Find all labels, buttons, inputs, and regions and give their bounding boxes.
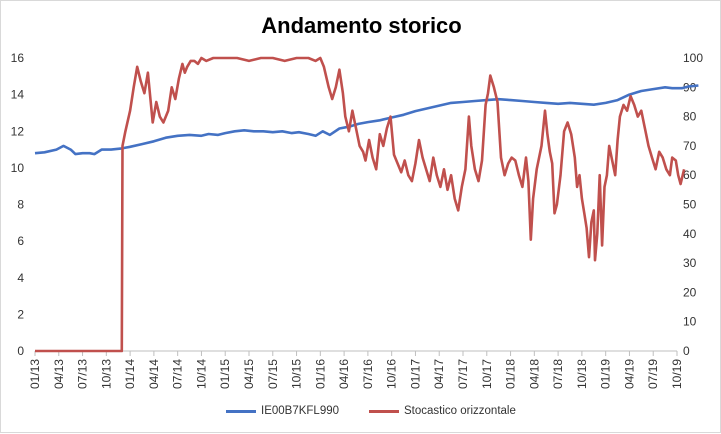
legend-item-stochastic: Stocastico orizzontale (369, 405, 516, 417)
y-left-tick-label: 12 (11, 124, 25, 138)
y-right-tick-label: 80 (683, 110, 697, 124)
legend-label-stochastic: Stocastico orizzontale (404, 405, 516, 417)
y-right-tick-label: 0 (683, 344, 690, 358)
x-tick-label: 07/19 (646, 359, 660, 389)
series-line-etf (34, 84, 699, 156)
legend-swatch-stochastic (369, 409, 399, 413)
legend-item-etf: IE00B7KFL990 (226, 405, 339, 417)
x-axis: 01/13 04/13 07/13 10/13 01/14 04/14 07/14 10/14… (28, 351, 684, 389)
x-tick-label: 04/14 (147, 359, 161, 389)
y-right-tick-label: 40 (683, 227, 697, 241)
y-left-tick-label: 10 (11, 161, 25, 175)
x-tick-label: 10/19 (670, 359, 684, 389)
x-tick-label: 10/17 (480, 359, 494, 389)
x-tick-label: 01/16 (313, 359, 327, 389)
series-line-stochastic (35, 56, 686, 353)
y-left-tick-label: 2 (17, 307, 24, 321)
x-tick-label: 04/19 (622, 359, 636, 389)
x-tick-label: 01/18 (504, 359, 518, 389)
x-tick-label: 10/15 (290, 359, 304, 389)
x-tick-label: 04/16 (337, 359, 351, 389)
y-right-tick-label: 10 (683, 315, 697, 329)
x-tick-label: 01/17 (408, 359, 422, 389)
y-left-tick-label: 8 (17, 198, 24, 212)
y-left-tick-label: 6 (17, 234, 24, 248)
y-left-tick-label: 0 (17, 344, 24, 358)
left-axis: 0 2 4 6 8 10 12 14 16 (11, 51, 25, 358)
x-tick-label: 10/18 (575, 359, 589, 389)
x-tick-label: 07/16 (361, 359, 375, 389)
y-right-tick-label: 60 (683, 168, 697, 182)
x-tick-label: 04/13 (52, 359, 66, 389)
y-left-tick-label: 4 (17, 271, 24, 285)
x-tick-label: 04/17 (432, 359, 446, 389)
legend-label-etf: IE00B7KFL990 (261, 405, 340, 417)
x-tick-label: 01/15 (218, 359, 232, 389)
x-tick-label: 07/13 (76, 359, 90, 389)
chart-title: Andamento storico (261, 13, 462, 38)
x-tick-label: 07/15 (266, 359, 280, 389)
x-tick-label: 04/15 (242, 359, 256, 389)
x-tick-label: 10/14 (194, 359, 208, 389)
y-left-tick-label: 16 (11, 51, 25, 65)
x-tick-label: 10/13 (99, 359, 113, 389)
x-tick-label: 07/18 (551, 359, 565, 389)
x-tick-label: 01/13 (28, 359, 42, 389)
series-layer (34, 56, 699, 353)
legend-swatch-etf (226, 409, 256, 413)
x-tick-label: 01/14 (123, 359, 137, 389)
legend: IE00B7KFL990 Stocastico orizzontale (1, 405, 721, 421)
y-right-tick-label: 70 (683, 139, 697, 153)
y-right-tick-label: 20 (683, 285, 697, 299)
x-tick-label: 07/14 (171, 359, 185, 389)
x-tick-label: 10/16 (385, 359, 399, 389)
x-tick-label: 04/18 (527, 359, 541, 389)
y-left-tick-label: 14 (11, 88, 25, 102)
y-right-tick-label: 30 (683, 256, 697, 270)
x-tick-label: 07/17 (456, 359, 470, 389)
y-right-tick-label: 100 (683, 51, 703, 65)
y-right-tick-label: 50 (683, 198, 697, 212)
x-tick-label: 01/19 (599, 359, 613, 389)
